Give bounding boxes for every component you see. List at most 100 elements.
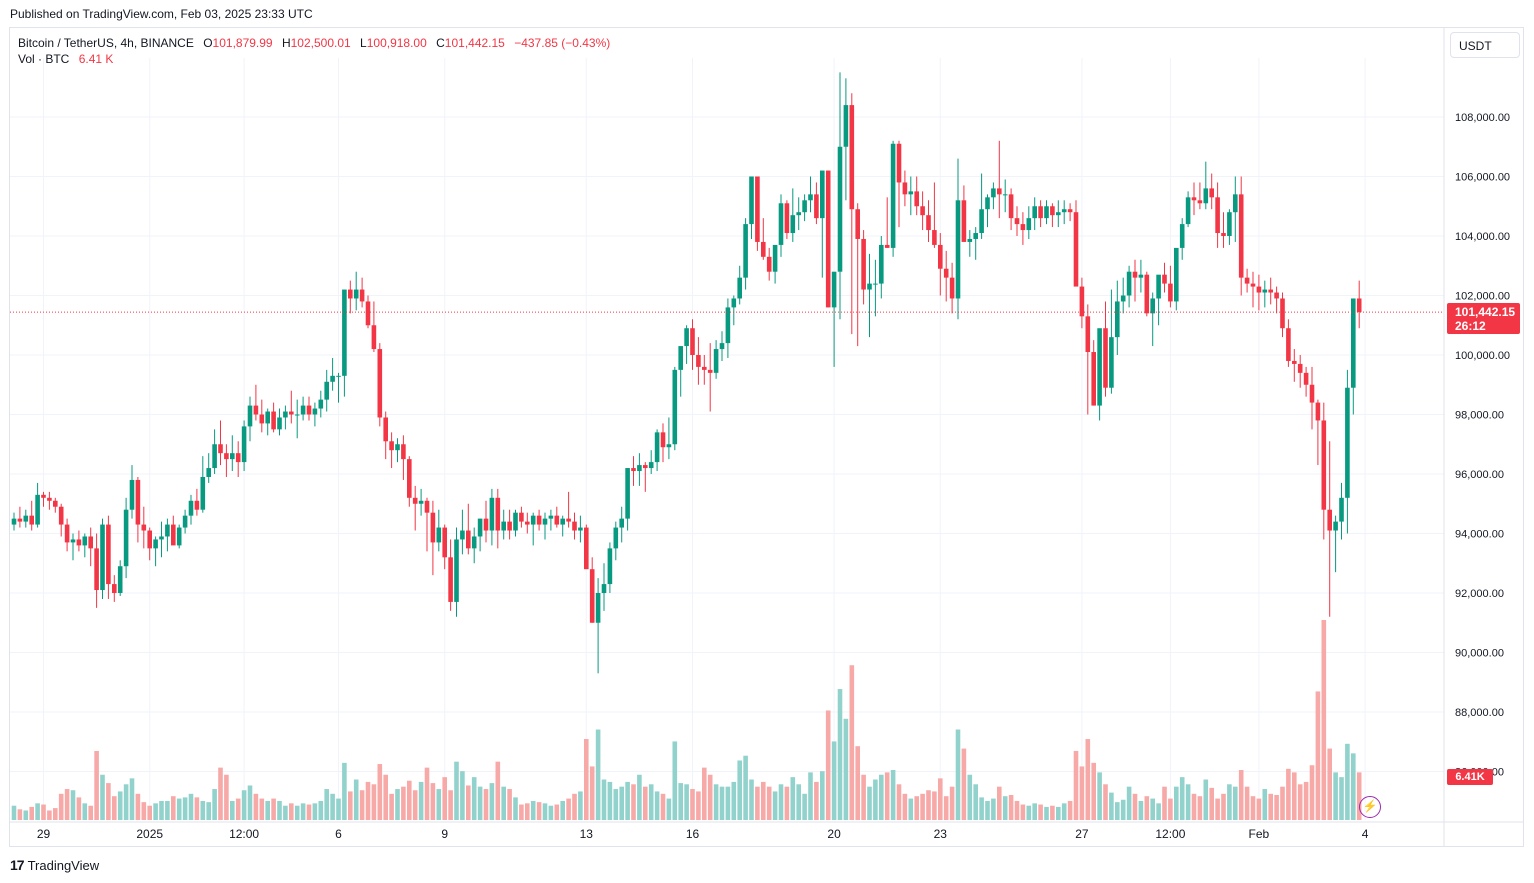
volume-bar	[141, 802, 147, 820]
candle-body	[477, 518, 483, 537]
candle-body	[153, 539, 158, 549]
x-tick-label: 16	[686, 827, 700, 841]
volume-bar	[884, 772, 890, 820]
candle-body	[1174, 247, 1179, 302]
candle-body	[100, 524, 105, 591]
volume-bar	[1262, 789, 1268, 820]
volume-bar	[914, 796, 919, 820]
candle-body	[11, 518, 17, 525]
volume-bar	[513, 797, 518, 820]
lightning-icon[interactable]: ⚡	[1359, 796, 1381, 818]
volume-bar	[389, 793, 394, 820]
volume-label[interactable]: Vol · BTC	[18, 52, 70, 66]
volume-bar	[525, 803, 530, 820]
volume-bar	[896, 784, 902, 820]
volume-bar	[955, 729, 961, 820]
volume-bar	[17, 809, 23, 820]
volume-bar	[820, 771, 825, 820]
candle-body	[702, 366, 707, 370]
volume-bar	[772, 791, 778, 820]
candle-body	[88, 536, 93, 549]
x-tick-label: 12:00	[1155, 827, 1185, 841]
volume-bar	[707, 774, 713, 820]
volume-bar	[289, 803, 294, 820]
symbol-title[interactable]: Bitcoin / TetherUS, 4h, BINANCE	[18, 36, 194, 50]
volume-bar	[1351, 753, 1356, 820]
volume-bar	[690, 789, 695, 820]
candle-body	[1297, 363, 1303, 373]
candle-body	[825, 170, 831, 308]
candle-body	[353, 289, 359, 299]
candle-body	[300, 405, 306, 415]
volume-bar	[430, 783, 436, 820]
candle-body	[501, 521, 506, 531]
volume-bar	[938, 778, 943, 820]
volume-bar	[719, 786, 725, 820]
candle-body	[1321, 420, 1327, 510]
candle-body	[831, 271, 837, 308]
candle-body	[1345, 387, 1350, 498]
candle-body	[1002, 194, 1008, 196]
candle-body	[1020, 224, 1026, 231]
candle-body	[725, 307, 731, 344]
volume-bar	[1008, 795, 1014, 820]
volume-bar	[448, 790, 453, 820]
candle-body	[294, 414, 300, 416]
volume-bar	[123, 784, 129, 820]
candle-body	[235, 453, 241, 463]
published-caption: Published on TradingView.com, Feb 03, 20…	[10, 7, 313, 21]
candle-body	[548, 515, 554, 519]
candle-body	[17, 518, 23, 522]
candle-body	[200, 476, 206, 510]
candle-body	[147, 530, 152, 549]
volume-bar	[436, 789, 442, 820]
volume-bar	[1356, 772, 1362, 820]
volume-bar	[548, 805, 554, 820]
volume-bar	[1238, 770, 1244, 820]
y-tick-label: 98,000.00	[1455, 410, 1504, 422]
volume-bar	[182, 797, 188, 820]
candle-body	[471, 536, 477, 549]
tradingview-logo-icon[interactable]: 17	[10, 857, 25, 873]
volume-bar	[737, 760, 742, 820]
candle-body	[955, 200, 961, 299]
candle-body	[1115, 301, 1120, 338]
candle-body	[1215, 197, 1220, 234]
candle-body	[1191, 197, 1197, 201]
candle-body	[135, 479, 141, 525]
y-tick-label: 96,000.00	[1455, 469, 1504, 481]
volume-bar	[200, 800, 206, 820]
volume-bar	[454, 761, 459, 820]
volume-bar	[1061, 803, 1067, 820]
brand-name[interactable]: TradingView	[27, 857, 100, 873]
volume-bar	[318, 800, 324, 820]
candle-body	[117, 566, 123, 593]
candle-body	[395, 444, 400, 451]
volume-bar	[1185, 784, 1191, 820]
volume-bar	[47, 810, 52, 820]
candle-body	[631, 468, 636, 472]
volume-bar	[1274, 795, 1279, 820]
volume-bar	[725, 786, 731, 820]
y-tick-label: 100,000.00	[1455, 350, 1510, 362]
candle-body	[584, 527, 589, 570]
volume-bar	[796, 784, 801, 820]
x-tick-label: 27	[1075, 827, 1089, 841]
volume-bar	[861, 774, 866, 820]
candle-body	[1356, 298, 1362, 313]
volume-bar	[1191, 793, 1197, 820]
candle-body	[1209, 188, 1214, 198]
candle-body	[796, 212, 801, 216]
volume-bar	[1126, 786, 1132, 820]
candle-body	[330, 375, 335, 382]
volume-bar	[1179, 777, 1185, 820]
candle-body	[808, 194, 813, 201]
candle-body	[483, 518, 489, 531]
candle-body	[784, 203, 790, 234]
volume-bar	[1120, 799, 1126, 820]
currency-button[interactable]: USDT	[1450, 32, 1520, 58]
volume-bar	[949, 786, 955, 820]
volume-bar	[973, 784, 978, 820]
candle-body	[613, 527, 619, 549]
